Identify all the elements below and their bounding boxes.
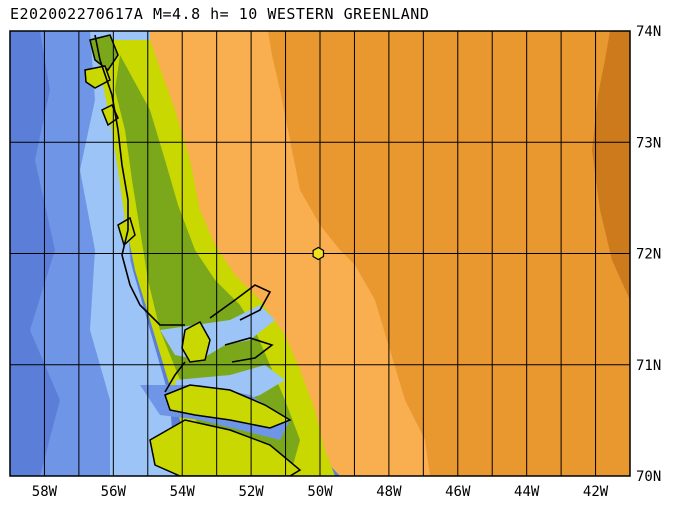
ice-high	[592, 31, 630, 300]
latitude-label: 73N	[636, 135, 661, 151]
latitude-label: 71N	[636, 358, 661, 374]
latitude-label: 72N	[636, 247, 661, 263]
axis-labels: 74N 73N 72N 71N 70N 58W 56W 54W 52W 50W 48W 46W 44W 4…	[32, 24, 662, 500]
map-title: E202002270617A M=4.8 h= 10 WESTERN GREEN…	[10, 5, 430, 23]
latitude-label: 74N	[636, 24, 661, 40]
longitude-label: 42W	[583, 484, 609, 500]
longitude-label: 46W	[445, 484, 471, 500]
latitude-label: 70N	[636, 469, 661, 485]
longitude-label: 56W	[101, 484, 127, 500]
map-frame	[9, 30, 631, 477]
island	[149, 419, 302, 476]
coastline	[224, 337, 274, 363]
longitude-label: 44W	[514, 484, 540, 500]
coastline	[209, 284, 272, 321]
coastline	[94, 34, 185, 326]
longitude-label: 58W	[32, 484, 58, 500]
longitude-label: 50W	[307, 484, 333, 500]
graticule	[9, 31, 631, 476]
coastline	[164, 361, 186, 393]
longitude-label: 52W	[238, 484, 264, 500]
longitude-label: 54W	[170, 484, 196, 500]
longitude-label: 48W	[376, 484, 402, 500]
island	[117, 216, 136, 247]
epicenter-marker	[312, 246, 325, 261]
